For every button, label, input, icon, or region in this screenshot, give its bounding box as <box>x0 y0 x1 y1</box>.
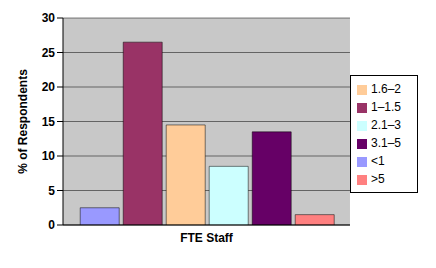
svg-text:% of Respondents: % of Respondents <box>16 69 30 174</box>
svg-text:30: 30 <box>42 11 56 25</box>
svg-text:15: 15 <box>42 115 56 129</box>
html-text:1.6–2: 1.6–2 <box>371 82 401 96</box>
html-text:1–1.5: 1–1.5 <box>371 100 401 114</box>
svg-text:25: 25 <box>42 46 56 60</box>
html-text:3.1–5: 3.1–5 <box>371 136 401 150</box>
html-text:2.1–3: 2.1–3 <box>371 118 401 132</box>
svg-text:20: 20 <box>42 80 56 94</box>
html-text:<1: <1 <box>371 154 385 168</box>
html-text:>5: >5 <box>371 172 385 186</box>
svg-text:0: 0 <box>48 218 55 232</box>
svg-text:5: 5 <box>48 184 55 198</box>
svg-text:10: 10 <box>42 149 56 163</box>
svg-text:FTE Staff: FTE Staff <box>180 231 234 245</box>
